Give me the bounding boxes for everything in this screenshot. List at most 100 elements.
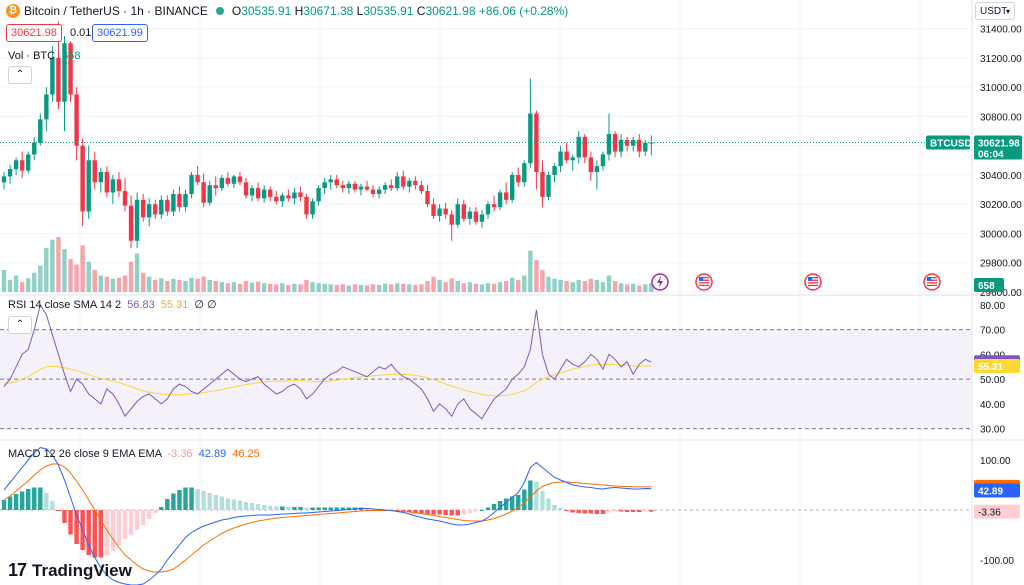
rsi-sma-legend-value: 55.31 <box>160 299 189 311</box>
tradingview-watermark[interactable]: 17 TradingView <box>8 560 132 581</box>
rsi-sma-line <box>3 363 652 397</box>
candle-body <box>92 160 97 183</box>
rsi-axis-tick: 50.00 <box>980 375 1005 386</box>
candle-body <box>292 192 297 199</box>
macd-histogram-bar <box>231 499 237 510</box>
collapse-rsi-button[interactable]: ⌃ <box>8 316 32 334</box>
candle <box>50 46 55 102</box>
volume-bar <box>26 278 31 292</box>
macd-histogram-bar <box>261 505 267 510</box>
macd-histogram-bar <box>401 510 406 511</box>
rsi-legend-label: RSI 14 close SMA 14 2 <box>8 299 122 311</box>
macd-histogram-bar <box>237 500 243 510</box>
candle <box>201 173 206 208</box>
candle-body <box>473 211 479 222</box>
volume-bar <box>376 284 382 292</box>
volume-bar <box>1 270 7 292</box>
candle-body <box>98 172 103 183</box>
volume-bar <box>147 276 152 292</box>
candle <box>612 131 618 158</box>
candle-body <box>582 136 587 158</box>
macd-histogram-bar <box>618 510 624 512</box>
volume-bar <box>461 283 466 292</box>
price-axis-tick: 29800.00 <box>980 259 1022 270</box>
macd-tag: 42.89 <box>974 483 1020 498</box>
macd-histogram-bar <box>68 510 73 535</box>
price-axis[interactable]: 31400.0031200.0031000.0030800.0030600.00… <box>926 25 1022 567</box>
candle <box>1 172 7 190</box>
buy-button[interactable]: 30621.99 <box>92 24 148 42</box>
volume-tag: 658 <box>974 278 1004 292</box>
candle-body <box>328 179 333 183</box>
event-markers <box>651 273 941 291</box>
price-axis-tick: 30400.00 <box>980 171 1022 182</box>
candle <box>13 157 19 175</box>
candle-body <box>7 169 13 177</box>
symbol-title[interactable]: Bitcoin / TetherUS · 1h · BINANCE <box>24 4 208 18</box>
candle <box>479 210 485 228</box>
macd-histogram-bar <box>280 506 285 510</box>
volume-tag-text: 658 <box>978 281 995 292</box>
volume-bar <box>322 283 327 292</box>
candle <box>546 172 551 200</box>
candle-body <box>455 204 460 225</box>
volume-bar <box>7 279 13 292</box>
candle <box>552 163 557 183</box>
volume-bar <box>140 272 146 292</box>
flag-circle <box>804 273 822 291</box>
macd-histogram-bar <box>189 487 194 510</box>
candle-body <box>219 177 224 189</box>
volume-bar <box>104 276 110 292</box>
candle <box>159 195 164 219</box>
candle-body <box>528 113 533 164</box>
volume-bar <box>485 283 491 292</box>
macd-histogram-bar <box>491 504 497 510</box>
macd-histogram-bar <box>92 510 97 558</box>
macd-histogram-bar <box>449 510 454 516</box>
volume-bar <box>358 284 364 292</box>
price-axis-tick: 31000.00 <box>980 83 1022 94</box>
volume-bar <box>334 284 339 292</box>
candle-body <box>62 43 67 102</box>
volume-bar <box>219 282 224 292</box>
macd-histogram-bar <box>316 507 321 510</box>
macd-histogram-bar <box>425 510 430 515</box>
collapse-legend-button[interactable]: ⌃ <box>8 66 32 84</box>
volume-bar <box>328 284 333 292</box>
candle-body <box>594 166 600 173</box>
volume-bar <box>189 277 194 292</box>
candle-body <box>165 199 170 212</box>
candle <box>68 40 73 102</box>
sell-button[interactable]: 30621.98 <box>6 24 62 42</box>
macd-histogram-bar <box>346 507 352 510</box>
candle <box>376 186 382 199</box>
candle <box>510 172 515 203</box>
macd-histogram-bar <box>44 493 49 510</box>
volume-bar <box>389 284 394 292</box>
volume-bar <box>316 283 321 292</box>
candle-body <box>606 133 612 155</box>
candle <box>128 195 134 249</box>
volume-bar <box>50 239 55 292</box>
candle-body <box>503 192 509 200</box>
candle-body <box>461 204 466 219</box>
rsi-extra: ∅ ∅ <box>194 299 217 311</box>
candle <box>261 185 267 203</box>
candle-body <box>274 196 279 202</box>
grid-lines <box>0 0 972 585</box>
candle-body <box>38 119 43 143</box>
candle-body <box>407 180 412 187</box>
volume-bar <box>534 260 539 292</box>
macd-histogram-bar <box>225 498 231 510</box>
macd-histogram-bar <box>122 510 128 539</box>
currency-selector[interactable]: USDT ▾ <box>975 2 1015 20</box>
close-value: 30621.98 <box>425 4 476 18</box>
volume-bar <box>588 278 594 292</box>
candle-body <box>50 57 55 95</box>
spread-value: 0.01 <box>66 25 96 41</box>
volume-bar <box>74 264 79 292</box>
candle <box>322 177 327 194</box>
volume-bar <box>479 284 485 292</box>
volume-bar <box>606 275 612 292</box>
